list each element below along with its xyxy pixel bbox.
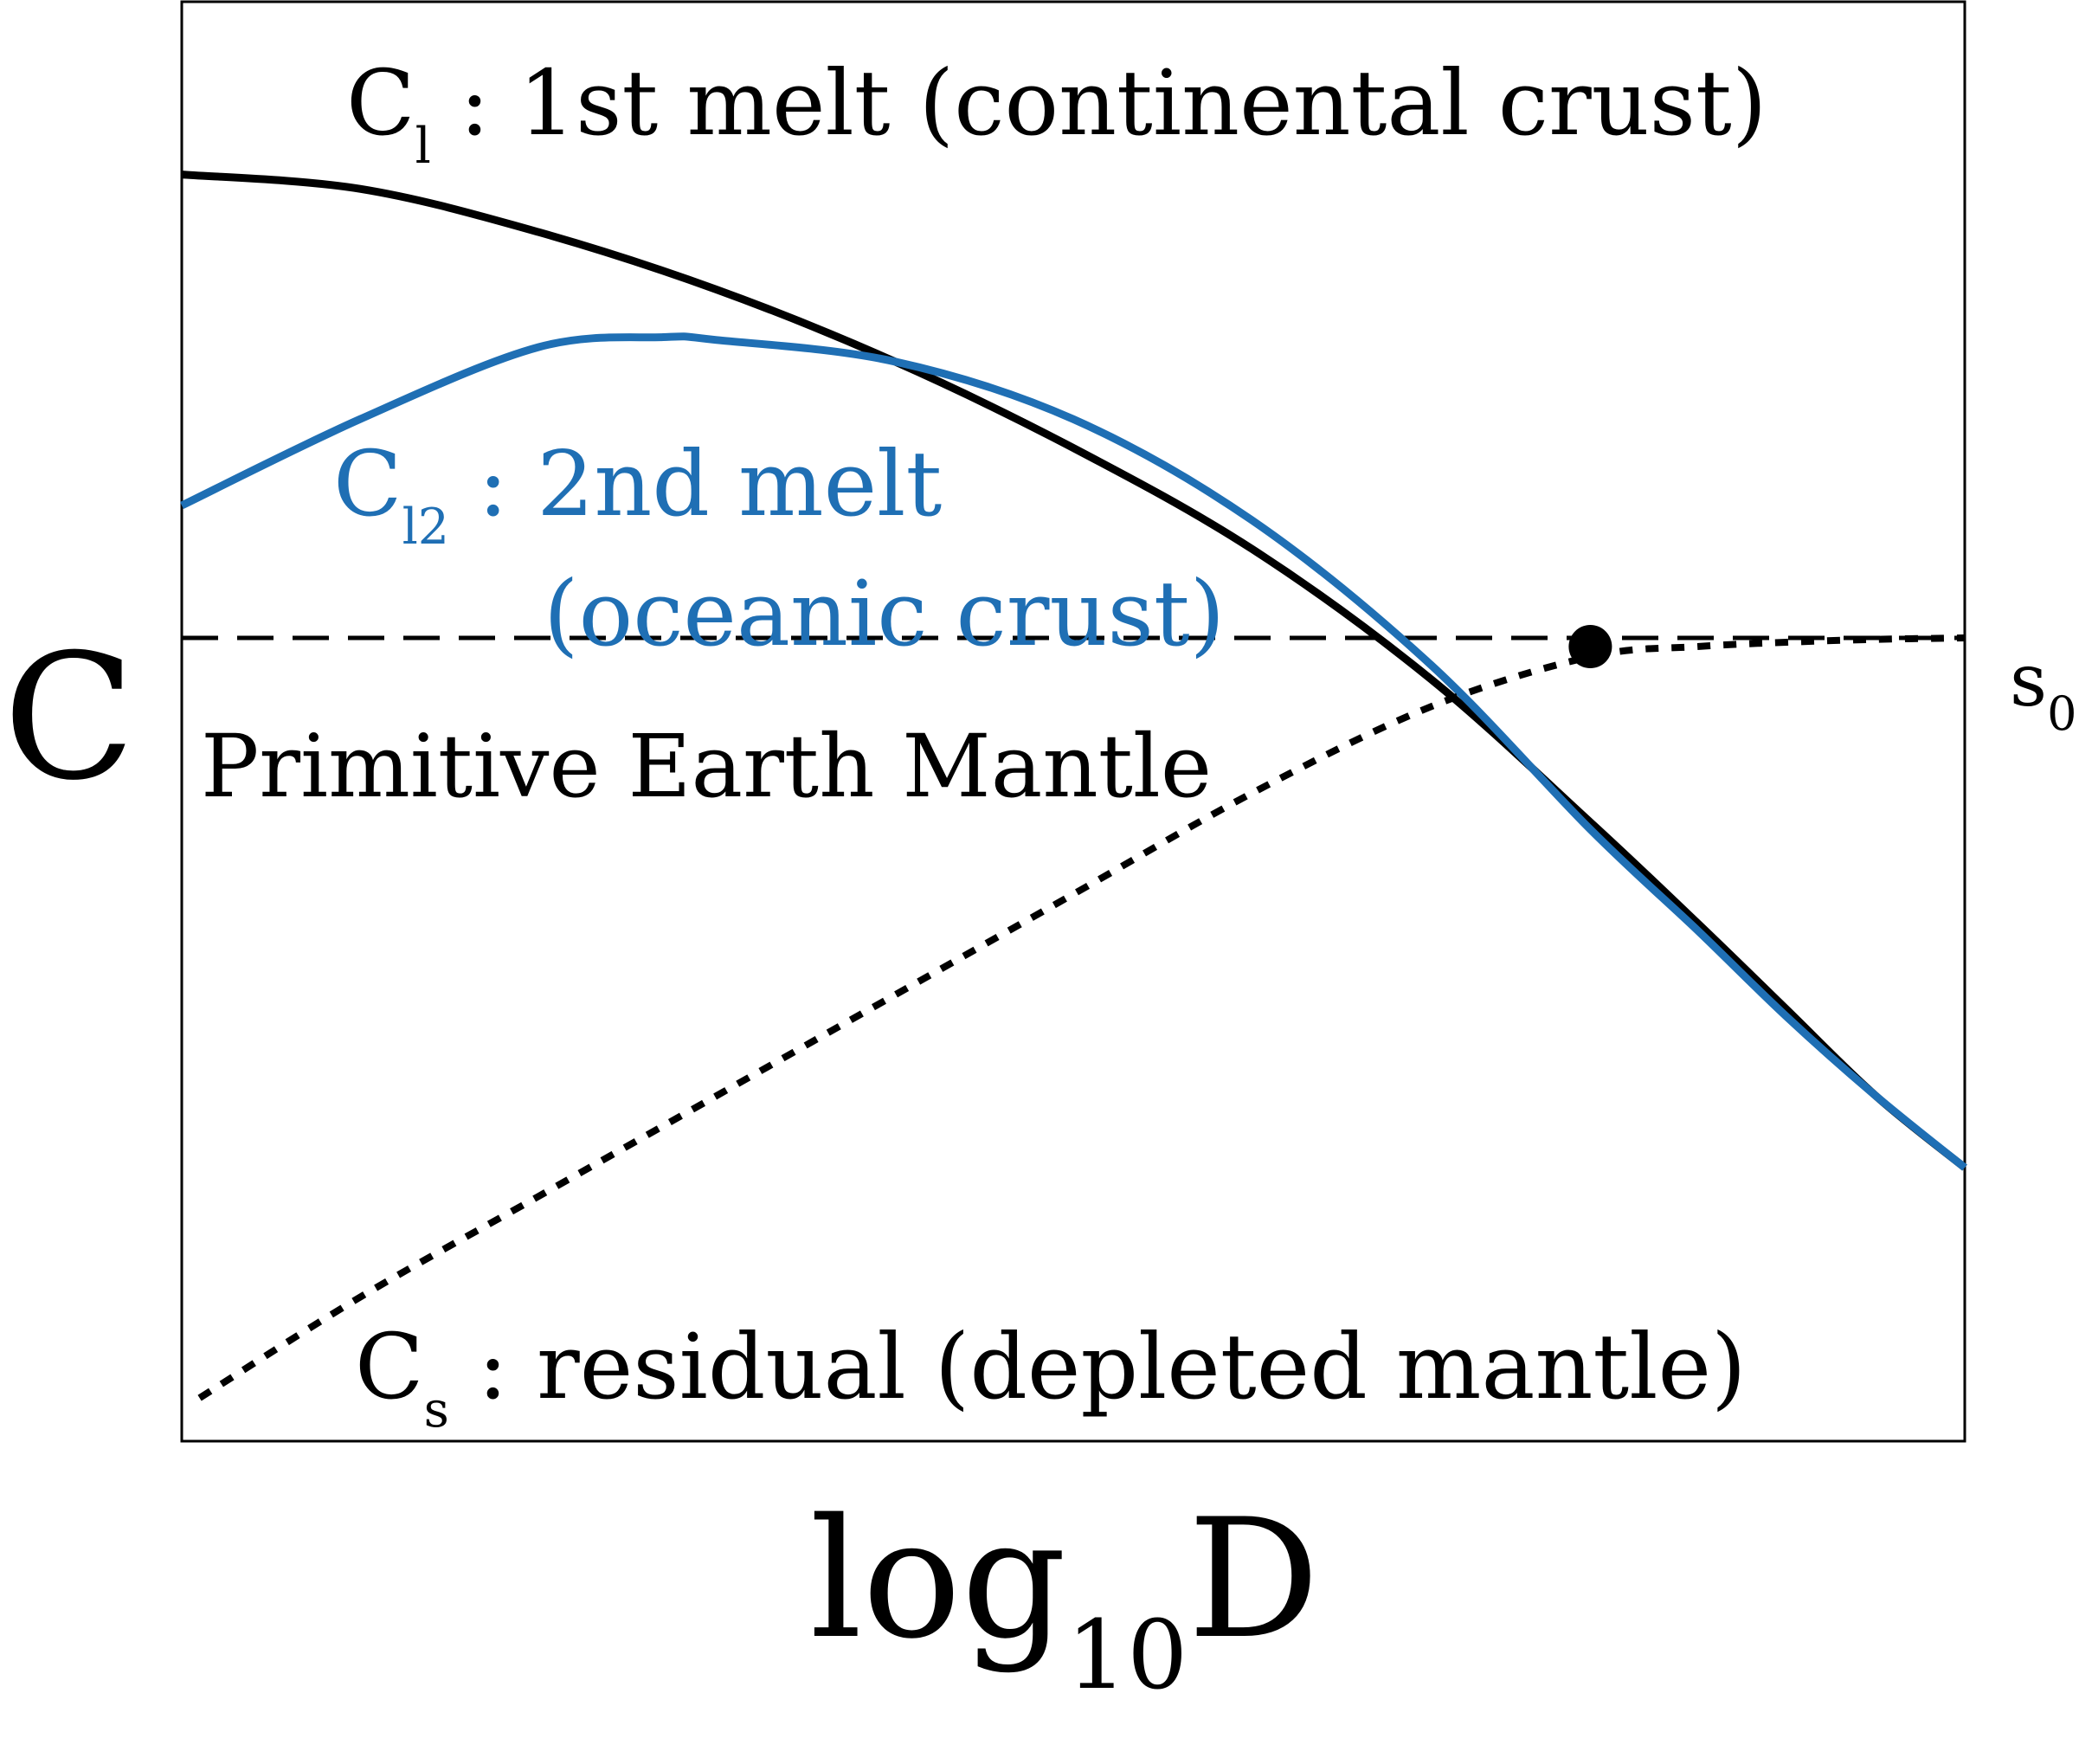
reference-end-label: s0 [2010, 638, 2076, 741]
series-line-cl2 [180, 332, 1967, 1171]
series-line-cl [181, 171, 1967, 1171]
series-label-cs: Cs : residual (depleted mantle) [355, 1314, 1747, 1439]
series-line-cs [197, 634, 1966, 1401]
label-layer: Cl : 1st melt (continental crust) Cl2 : 2… [3, 50, 2076, 1710]
x-axis-label: log10D [809, 1484, 1319, 1710]
plot-layer [180, 0, 1967, 1443]
plot-frame [180, 0, 1966, 1443]
y-axis-label: C [3, 617, 135, 819]
series-label-cl2: Cl2 : 2nd melt [333, 431, 942, 556]
series-label-cl2-line2: (oceanic crust) [544, 561, 1225, 666]
series-label-cl: Cl : 1st melt (continental crust) [346, 50, 1767, 175]
intersection-point [1568, 625, 1612, 669]
reference-line-label: Primitive Earth Mantle [201, 716, 1212, 817]
